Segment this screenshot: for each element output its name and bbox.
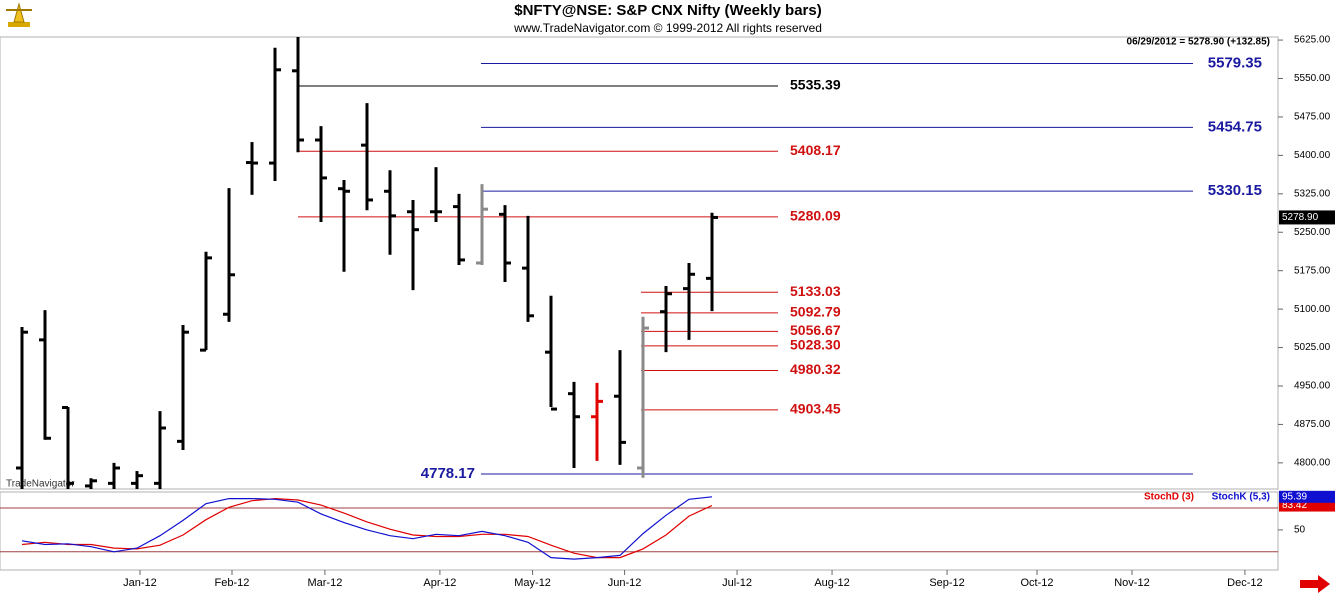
copyright: www.TradeNavigator.com © 1999-2012 All r… — [513, 21, 822, 35]
level-label: 5408.17 — [790, 142, 841, 158]
x-tick-label: Jul-12 — [722, 577, 752, 589]
value-tag-label: 83.42 — [1282, 500, 1307, 511]
x-tick-label: Jan-12 — [123, 577, 157, 589]
level-label: 5579.35 — [1208, 54, 1262, 71]
y-tick-label: 5550.00 — [1294, 73, 1331, 84]
chart-title: $NFTY@NSE: S&P CNX Nifty (Weekly bars) — [514, 2, 821, 19]
x-tick-label: Mar-12 — [307, 577, 342, 589]
price-panel — [0, 36, 1279, 490]
level-label: 5454.75 — [1208, 118, 1262, 135]
x-tick-label: Aug-12 — [814, 577, 849, 589]
level-label: 5056.67 — [790, 322, 841, 338]
scroll-arrow[interactable] — [1300, 575, 1330, 593]
stoch-line — [21, 496, 713, 560]
y-tick-label: 50 — [1294, 525, 1306, 536]
value-tag — [1279, 490, 1335, 503]
value-tag-label: 95.39 — [1282, 491, 1307, 502]
y-tick-label: 5475.00 — [1294, 112, 1331, 123]
x-tick-label: Sep-12 — [929, 577, 964, 589]
logo — [6, 2, 32, 27]
level-label: 4980.32 — [790, 361, 841, 377]
stoch-panel — [0, 491, 1279, 571]
level-label: 5028.30 — [790, 337, 841, 353]
y-tick-label: 5400.00 — [1294, 150, 1331, 161]
legend-entry: StochD (3) — [1144, 492, 1194, 503]
level-label: 5535.39 — [790, 77, 841, 93]
y-tick-label: 5625.00 — [1294, 35, 1331, 46]
status-text: 06/29/2012 = 5278.90 (+132.85) — [1127, 37, 1270, 48]
y-tick-label: 5325.00 — [1294, 188, 1331, 199]
last-price-tag — [1279, 210, 1335, 225]
x-tick-label: Feb-12 — [215, 577, 250, 589]
x-tick-label: May-12 — [514, 577, 551, 589]
x-tick-label: Nov-12 — [1114, 577, 1149, 589]
x-tick-label: Oct-12 — [1020, 577, 1053, 589]
level-label: 4903.45 — [790, 401, 841, 417]
x-tick-label: Apr-12 — [423, 577, 456, 589]
y-tick-label: 5175.00 — [1294, 265, 1331, 276]
y-tick-label: 5100.00 — [1294, 304, 1331, 315]
x-tick-label: Dec-12 — [1227, 577, 1262, 589]
x-tick-label: Jun-12 — [608, 577, 642, 589]
level-label: 5280.09 — [790, 208, 841, 224]
y-tick-label: 4875.00 — [1294, 419, 1331, 430]
legend-entry: StochK (5,3) — [1212, 492, 1270, 503]
y-tick-label: 5025.00 — [1294, 342, 1331, 353]
level-label: 5330.15 — [1208, 182, 1262, 199]
level-label: 4778.17 — [421, 465, 475, 482]
y-tick-label: 4800.00 — [1294, 458, 1331, 469]
last-price-label: 5278.90 — [1282, 212, 1319, 223]
y-tick-label: 4950.00 — [1294, 381, 1331, 392]
level-label: 5133.03 — [790, 283, 841, 299]
level-label: 5092.79 — [790, 304, 841, 320]
watermark: TradeNavigator — [6, 479, 75, 490]
y-tick-label: 5250.00 — [1294, 227, 1331, 238]
